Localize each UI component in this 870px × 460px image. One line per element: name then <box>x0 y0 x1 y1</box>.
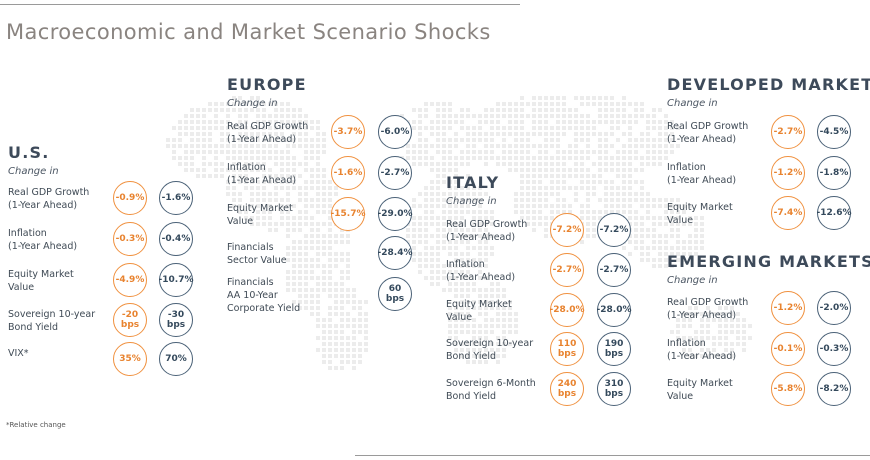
europe-inflation-value-1: -1.6% <box>331 156 365 190</box>
developed-gdp-value-1: -2.7% <box>771 115 805 149</box>
developed-inflation-label: Inflation (1-Year Ahead) <box>667 162 737 186</box>
europe-gdp-value-2: -6.0% <box>378 115 412 149</box>
developed-change-in: Change in <box>667 98 718 109</box>
emerging-equity-value-1: -5.8% <box>771 372 805 406</box>
europe-equity-value-2: -29.0% <box>378 197 412 231</box>
us-vix-label: VIX* <box>8 348 29 359</box>
europe-equity-value-1: -15.7% <box>331 197 365 231</box>
developed-gdp-value-2: -4.5% <box>817 115 851 149</box>
us-equity-value-2: -10.7% <box>159 263 193 297</box>
us-change-in: Change in <box>8 166 59 177</box>
us-equity-label: Equity Market Value <box>8 269 74 293</box>
us-gdp-value-2: -1.6% <box>159 181 193 215</box>
emerging-inflation-value-1: -0.1% <box>771 332 805 366</box>
italy-inflation-value-1: -2.7% <box>550 253 584 287</box>
us-gdp-value-1: -0.9% <box>113 181 147 215</box>
europe-equity-label: Equity Market Value <box>227 203 293 227</box>
italy-inflation-value-2: -2.7% <box>597 253 631 287</box>
italy-bond6m-value-1: 240 bps <box>550 372 584 406</box>
europe-change-in: Change in <box>227 98 278 109</box>
developed-equity-value-2: -12.6% <box>817 196 851 230</box>
page-title: Macroeconomic and Market Scenario Shocks <box>6 20 491 44</box>
europe-inflation-label: Inflation (1-Year Ahead) <box>227 162 297 186</box>
italy-section: ITALY Change in Real GDP Growth (1-Year A… <box>446 173 646 413</box>
italy-equity-value-2: -28.0% <box>597 293 631 327</box>
developed-section: DEVELOPED MARKETS Change in Real GDP Gro… <box>667 75 870 235</box>
emerging-gdp-value-1: -1.2% <box>771 291 805 325</box>
italy-gdp-value-2: -7.2% <box>597 213 631 247</box>
developed-heading: DEVELOPED MARKETS <box>667 75 870 94</box>
us-inflation-label: Inflation (1-Year Ahead) <box>8 228 78 252</box>
us-bond-value-2: -30 bps <box>159 303 193 337</box>
world-map-dots <box>166 96 752 370</box>
italy-bond10-label: Sovereign 10-year Bond Yield <box>446 338 534 362</box>
italy-bond6m-value-2: 310 bps <box>597 372 631 406</box>
europe-inflation-value-2: -2.7% <box>378 156 412 190</box>
italy-equity-label: Equity Market Value <box>446 299 512 323</box>
developed-inflation-value-1: -1.2% <box>771 156 805 190</box>
us-heading: U.S. <box>8 143 50 162</box>
europe-financials-label: Financials Sector Value <box>227 242 287 266</box>
emerging-change-in: Change in <box>667 275 718 286</box>
footnote: *Relative change <box>6 421 66 429</box>
developed-equity-label: Equity Market Value <box>667 202 733 226</box>
developed-equity-value-1: -7.4% <box>771 196 805 230</box>
emerging-gdp-label: Real GDP Growth (1-Year Ahead) <box>667 297 749 321</box>
emerging-inflation-label: Inflation (1-Year Ahead) <box>667 338 737 362</box>
us-equity-value-1: -4.9% <box>113 263 147 297</box>
europe-financials-value-2: -28.4% <box>378 236 412 270</box>
italy-bond6m-label: Sovereign 6-Month Bond Yield <box>446 378 536 402</box>
europe-gdp-label: Real GDP Growth (1-Year Ahead) <box>227 121 309 145</box>
italy-heading: ITALY <box>446 173 500 192</box>
developed-inflation-value-2: -1.8% <box>817 156 851 190</box>
italy-change-in: Change in <box>446 196 497 207</box>
italy-gdp-value-1: -7.2% <box>550 213 584 247</box>
italy-equity-value-1: -28.0% <box>550 293 584 327</box>
us-bond-value-1: -20 bps <box>113 303 147 337</box>
us-vix-value-1: 35% <box>113 342 147 376</box>
us-vix-value-2: 70% <box>159 342 193 376</box>
europe-section: EUROPE Change in Real GDP Growth (1-Year … <box>227 75 427 325</box>
europe-gdp-value-1: -3.7% <box>331 115 365 149</box>
europe-corp-yield-value-2: 60 bps <box>378 277 412 311</box>
europe-heading: EUROPE <box>227 75 307 94</box>
emerging-section: EMERGING MARKETS Change in Real GDP Grow… <box>667 252 870 412</box>
us-gdp-label: Real GDP Growth (1-Year Ahead) <box>8 187 90 211</box>
europe-corp-yield-label: Financials AA 10-Year Corporate Yield <box>227 277 301 314</box>
emerging-inflation-value-2: -0.3% <box>817 332 851 366</box>
us-bond-label: Sovereign 10-year Bond Yield <box>8 309 96 333</box>
bottom-rule <box>355 455 870 456</box>
emerging-gdp-value-2: -2.0% <box>817 291 851 325</box>
us-inflation-value-2: -0.4% <box>159 222 193 256</box>
italy-inflation-label: Inflation (1-Year Ahead) <box>446 259 516 283</box>
emerging-equity-label: Equity Market Value <box>667 378 733 402</box>
developed-gdp-label: Real GDP Growth (1-Year Ahead) <box>667 121 749 145</box>
us-inflation-value-1: -0.3% <box>113 222 147 256</box>
italy-bond10-value-1: 110 bps <box>550 332 584 366</box>
emerging-heading: EMERGING MARKETS <box>667 252 870 271</box>
us-section: U.S. Change in Real GDP Growth (1-Year Ah… <box>8 143 208 383</box>
emerging-equity-value-2: -8.2% <box>817 372 851 406</box>
top-rule <box>0 4 520 5</box>
italy-gdp-label: Real GDP Growth (1-Year Ahead) <box>446 219 528 243</box>
italy-bond10-value-2: 190 bps <box>597 332 631 366</box>
